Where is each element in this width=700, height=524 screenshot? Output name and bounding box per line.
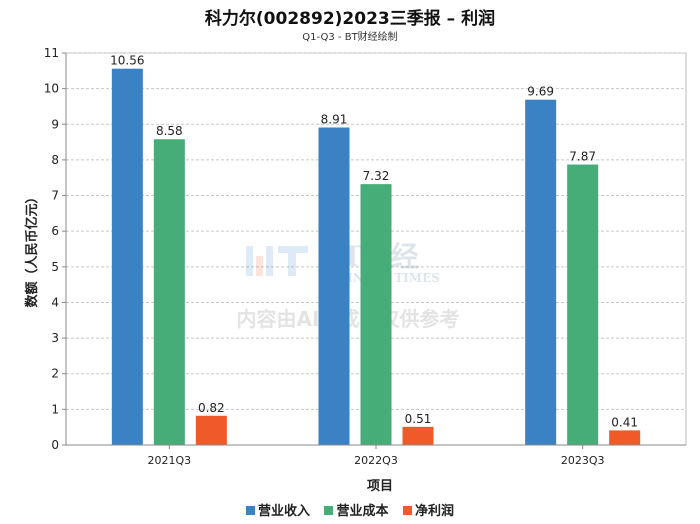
data-label: 10.56 xyxy=(110,54,144,68)
data-label: 8.91 xyxy=(321,112,348,126)
x-tick-label: 2022Q3 xyxy=(354,454,398,467)
bar xyxy=(525,99,557,445)
bars xyxy=(111,68,641,446)
y-tick-label: 1 xyxy=(51,402,59,416)
x-axis-label: 项目 xyxy=(367,479,393,494)
y-tick-label: 10 xyxy=(44,82,59,96)
y-tick-label: 11 xyxy=(44,46,59,60)
y-axis-label: 数额（人民币亿元） xyxy=(24,190,40,307)
y-tick-label: 4 xyxy=(51,295,59,309)
data-label: 7.87 xyxy=(569,150,596,164)
chart-title: 科力尔(002892)2023三季报 – 利润 xyxy=(204,9,496,29)
bar xyxy=(609,430,641,445)
legend-swatch-net-profit xyxy=(403,506,413,515)
bar xyxy=(402,426,434,445)
data-label: 0.51 xyxy=(405,412,432,426)
legend-item-cost: 营业成本 xyxy=(324,500,389,519)
legend-label-revenue: 营业收入 xyxy=(257,504,310,519)
bt-logo-icon xyxy=(246,246,308,276)
bar xyxy=(567,164,599,446)
legend-swatch-cost xyxy=(324,506,334,515)
y-tick-label: 3 xyxy=(51,331,59,345)
data-label: 7.32 xyxy=(363,169,390,183)
y-tick-label: 5 xyxy=(51,260,59,274)
legend-label-cost: 营业成本 xyxy=(336,504,389,519)
data-label: 0.82 xyxy=(198,401,225,415)
bar xyxy=(195,415,227,445)
data-labels: 10.56 8.58 0.82 8.91 7.32 0.51 9.69 7.87 0.41 xyxy=(110,54,638,430)
y-axis: 0 1 2 3 4 5 6 7 8 9 10 11 xyxy=(44,46,67,452)
legend-swatch-revenue xyxy=(245,506,255,515)
y-tick-label: 8 xyxy=(51,153,59,167)
y-tick-label: 0 xyxy=(51,438,59,452)
legend-item-revenue: 营业收入 xyxy=(245,500,310,519)
legend-item-net-profit: 净利润 xyxy=(403,500,454,519)
x-axis: 2021Q3 2022Q3 2023Q3 xyxy=(66,444,686,467)
bar xyxy=(111,68,143,446)
y-tick-label: 2 xyxy=(51,367,59,381)
legend: 营业收入 营业成本 净利润 xyxy=(0,500,700,519)
y-tick-label: 7 xyxy=(51,189,59,203)
bar xyxy=(153,139,185,446)
chart-subtitle: Q1-Q3 - BT财经绘制 xyxy=(302,32,398,43)
x-tick-label: 2023Q3 xyxy=(561,454,605,467)
data-label: 0.41 xyxy=(611,415,638,429)
y-tick-label: 9 xyxy=(51,117,59,131)
bar xyxy=(360,184,392,445)
bar xyxy=(318,127,350,445)
data-label: 9.69 xyxy=(527,85,554,99)
legend-label-net-profit: 净利润 xyxy=(415,504,455,519)
data-label: 8.58 xyxy=(156,124,183,138)
y-tick-label: 6 xyxy=(51,224,59,238)
x-tick-label: 2021Q3 xyxy=(148,454,192,467)
